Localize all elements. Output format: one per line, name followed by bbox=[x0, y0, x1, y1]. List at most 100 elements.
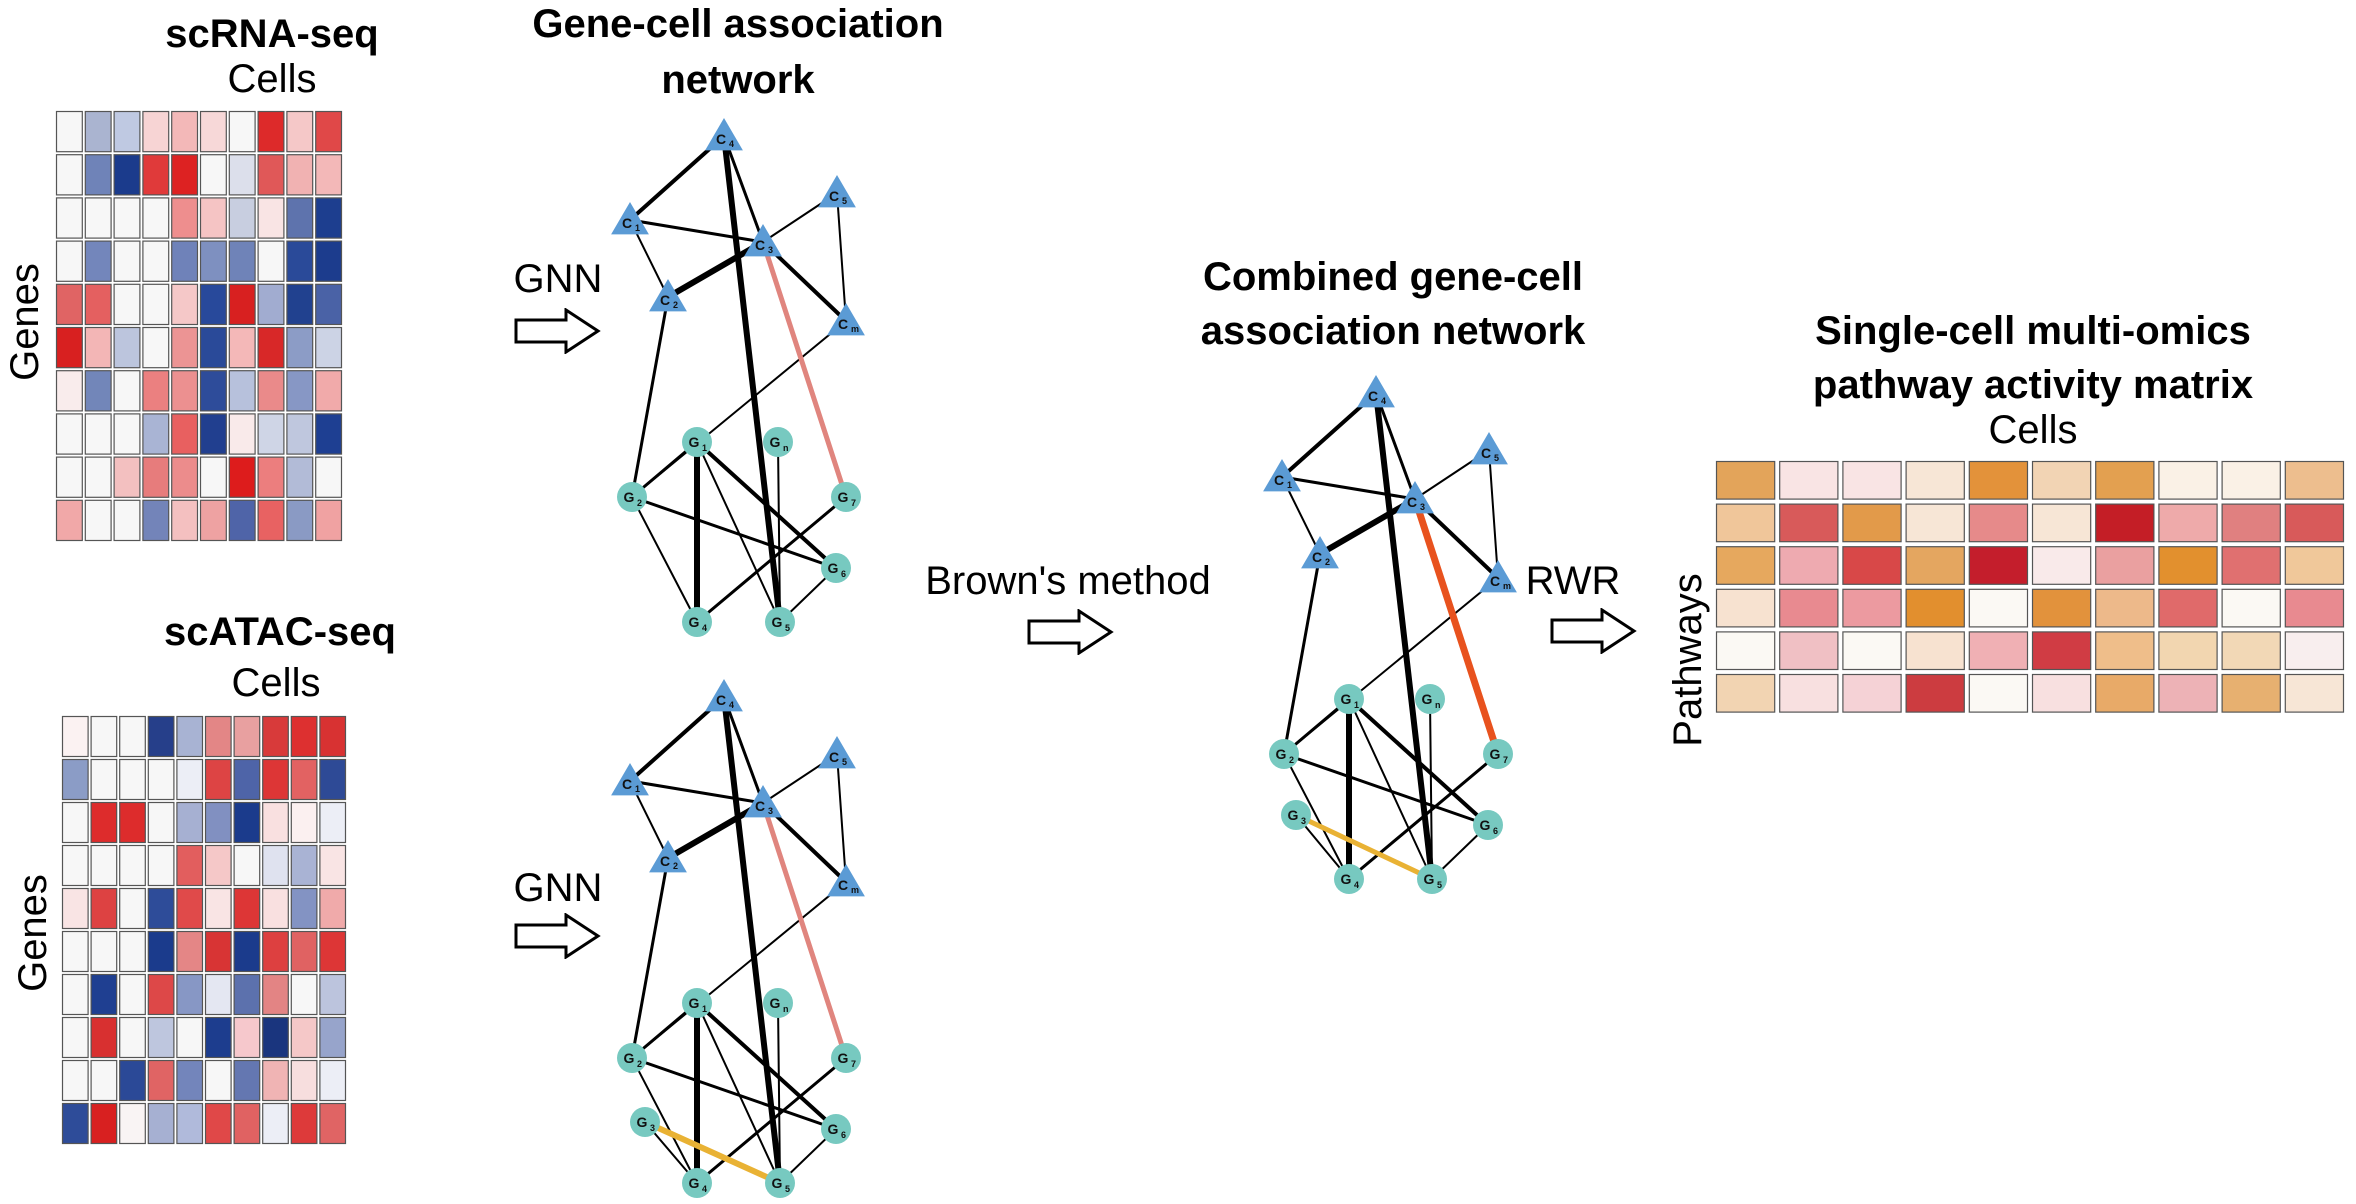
scatac-title: scATAC-seq bbox=[164, 610, 396, 654]
cell-node-label: C bbox=[622, 776, 632, 792]
gene-node-shape bbox=[821, 1114, 851, 1144]
gene-node-subscript: 7 bbox=[1503, 755, 1508, 765]
pathway-cell-r2-c2 bbox=[1779, 503, 1839, 543]
gene-node-subscript: 5 bbox=[785, 1184, 790, 1194]
scatac-cell-r5-c3 bbox=[119, 887, 146, 930]
scatac-cell-r4-c6 bbox=[204, 844, 232, 887]
pathway-cell-r4-c10 bbox=[2284, 588, 2345, 628]
scrna-cell-r7-c2 bbox=[84, 370, 112, 412]
cell-node-subscript: 4 bbox=[729, 700, 734, 710]
cell-node-shape bbox=[1301, 536, 1339, 569]
scrna-cell-r3-c6 bbox=[199, 197, 227, 239]
scatac-cell-r2-c10 bbox=[319, 758, 347, 801]
pathway-cells-label: Cells bbox=[1989, 408, 2078, 452]
gene-node-subscript: n bbox=[783, 1004, 789, 1014]
scrna-cell-r3-c10 bbox=[315, 197, 343, 239]
gene-node-subscript: n bbox=[783, 443, 789, 453]
scatac-cell-r6-c5 bbox=[176, 930, 204, 973]
scatac-cell-r1-c1 bbox=[61, 715, 89, 758]
scatac-cell-r6-c2 bbox=[90, 930, 118, 973]
combined-title-line2: association network bbox=[1201, 309, 1586, 353]
scrna-cell-r8-c8 bbox=[257, 413, 285, 455]
scrna-cell-r10-c10 bbox=[315, 499, 343, 542]
pathway-cell-r4-c2 bbox=[1779, 588, 1839, 628]
pathway-cell-r2-c4 bbox=[1905, 503, 1965, 543]
pathway-cell-r4-c3 bbox=[1842, 588, 1902, 628]
scrna-cell-r2-c7 bbox=[228, 154, 256, 196]
pathway-cell-r5-c7 bbox=[2095, 631, 2155, 671]
rwr-arrow bbox=[1550, 608, 1636, 654]
edge-c5-cm bbox=[1488, 449, 1499, 579]
pathway-cell-r3-c7 bbox=[2095, 546, 2155, 585]
edge-c2-g2 bbox=[630, 856, 670, 1060]
edge-gn-g5 bbox=[777, 441, 781, 623]
gene-node-label: G bbox=[828, 1121, 839, 1137]
gene-node-label: G bbox=[828, 560, 839, 576]
scatac-cell-r4-c7 bbox=[233, 844, 261, 887]
scatac-cell-r3-c7 bbox=[233, 801, 261, 844]
cell-node-subscript: 2 bbox=[1325, 557, 1330, 567]
scatac-cell-r3-c6 bbox=[204, 801, 232, 844]
scatac-cell-r1-c4 bbox=[147, 715, 175, 758]
scrna-cell-r9-c10 bbox=[315, 456, 343, 498]
scrna-cell-r2-c3 bbox=[113, 154, 141, 196]
scatac-cell-r7-c1 bbox=[61, 973, 89, 1016]
gene-node-label: G bbox=[1424, 871, 1435, 887]
pathway-cell-r4-c7 bbox=[2095, 588, 2155, 628]
scatac-cell-r5-c1 bbox=[61, 887, 89, 930]
gene-node-label: G bbox=[772, 614, 783, 630]
scatac-cell-r6-c8 bbox=[262, 930, 289, 973]
scatac-cell-r10-c9 bbox=[290, 1102, 318, 1145]
net-top-edges bbox=[628, 133, 849, 625]
scatac-cell-r6-c10 bbox=[319, 930, 347, 973]
pathway-cell-r3-c2 bbox=[1779, 546, 1839, 585]
edge-g3-g5 bbox=[642, 1119, 783, 1186]
scrna-cell-r2-c8 bbox=[257, 154, 285, 196]
gene-node-subscript: 1 bbox=[1354, 700, 1359, 710]
pathway-cell-r2-c10 bbox=[2284, 503, 2345, 543]
edge-c1-c3 bbox=[628, 779, 765, 805]
scrna-cell-r1-c3 bbox=[113, 110, 141, 153]
scrna-cell-r2-c5 bbox=[171, 154, 199, 196]
scrna-cell-r7-c8 bbox=[257, 370, 285, 412]
scrna-cell-r8-c9 bbox=[286, 413, 314, 455]
scatac-cell-r1-c2 bbox=[90, 715, 118, 758]
edge-g2-g4 bbox=[1283, 753, 1350, 880]
pathway-cell-r1-c4 bbox=[1905, 460, 1965, 500]
cell-node-shape bbox=[744, 785, 782, 818]
scatac-cell-r9-c9 bbox=[290, 1059, 318, 1102]
cell-node-subscript: m bbox=[851, 885, 859, 895]
scrna-cell-r4-c8 bbox=[257, 240, 285, 282]
gene-node-label: G bbox=[689, 614, 700, 630]
pathway-cell-r6-c7 bbox=[2095, 673, 2155, 713]
pathway-cell-r6-c5 bbox=[1968, 673, 2029, 713]
scrna-cell-r3-c5 bbox=[171, 197, 199, 239]
scatac-cell-r4-c8 bbox=[262, 844, 289, 887]
cell-node-shape bbox=[1263, 459, 1301, 492]
scrna-cell-r8-c10 bbox=[315, 413, 343, 455]
cell-node-shape bbox=[1396, 481, 1434, 514]
browns-method-arrow bbox=[1027, 609, 1113, 655]
scatac-cell-r4-c10 bbox=[319, 844, 347, 887]
scatac-cell-r4-c4 bbox=[147, 844, 175, 887]
scrna-cell-r1-c2 bbox=[84, 110, 112, 153]
cell-node-label: C bbox=[1312, 549, 1322, 565]
scatac-cell-r1-c3 bbox=[119, 715, 146, 758]
gnn-arrow-bottom bbox=[514, 913, 600, 959]
scatac-cell-r1-c5 bbox=[176, 715, 204, 758]
pathway-pathways-label: Pathways bbox=[1666, 573, 1710, 746]
gene-node-subscript: 2 bbox=[637, 1059, 642, 1069]
pathway-cell-r3-c9 bbox=[2221, 546, 2281, 585]
browns-method-label: Brown's method bbox=[925, 559, 1211, 603]
